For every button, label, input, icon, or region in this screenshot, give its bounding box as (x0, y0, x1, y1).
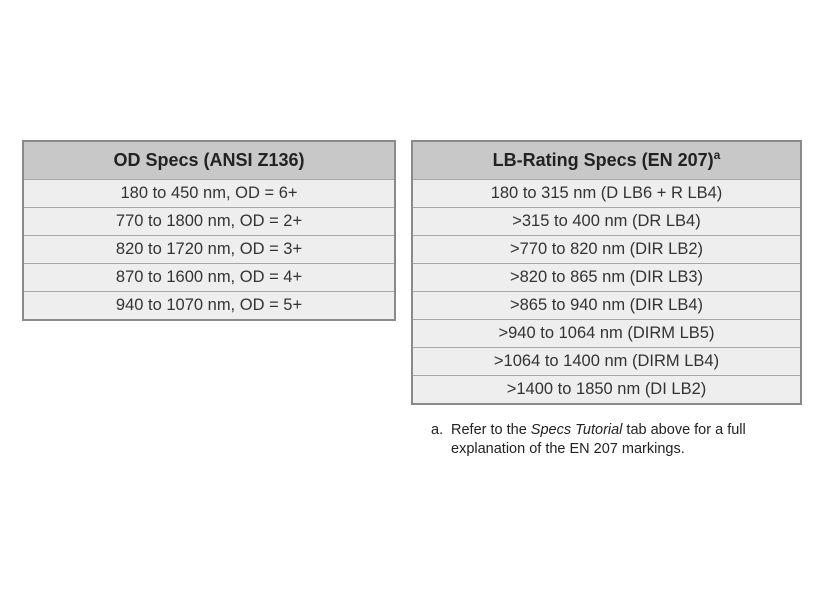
table-row: 820 to 1720 nm, OD = 3+ (22, 235, 396, 264)
footnote-letter: a. (431, 422, 444, 438)
od-spec-cell: 770 to 1800 nm, OD = 2+ (22, 207, 396, 236)
od-spec-cell: 820 to 1720 nm, OD = 3+ (22, 235, 396, 264)
table-row: >940 to 1064 nm (DIRM LB5) (411, 319, 802, 348)
footnote-text-after: tab above for a full (622, 422, 746, 438)
od-spec-cell: 940 to 1070 nm, OD = 5+ (22, 291, 396, 321)
lb-spec-cell: >940 to 1064 nm (DIRM LB5) (411, 319, 802, 348)
od-specs-table: OD Specs (ANSI Z136) 180 to 450 nm, OD =… (22, 140, 396, 321)
table-row: 180 to 450 nm, OD = 6+ (22, 179, 396, 208)
table-header-row: LB-Rating Specs (EN 207)a (411, 140, 802, 180)
table-row: >865 to 940 nm (DIR LB4) (411, 291, 802, 320)
od-specs-header: OD Specs (ANSI Z136) (22, 140, 396, 180)
table-footnote: a. Refer to the Specs Tutorial tab above … (431, 421, 816, 459)
table-row: >1400 to 1850 nm (DI LB2) (411, 375, 802, 405)
table-row: 770 to 1800 nm, OD = 2+ (22, 207, 396, 236)
table-row: >315 to 400 nm (DR LB4) (411, 207, 802, 236)
footnote-continuation: explanation of the EN 207 markings. (451, 441, 685, 457)
lb-spec-cell: >770 to 820 nm (DIR LB2) (411, 235, 802, 264)
lb-spec-cell: >820 to 865 nm (DIR LB3) (411, 263, 802, 292)
table-row: 940 to 1070 nm, OD = 5+ (22, 291, 396, 321)
lb-spec-cell: >865 to 940 nm (DIR LB4) (411, 291, 802, 320)
table-row: >1064 to 1400 nm (DIRM LB4) (411, 347, 802, 376)
od-spec-cell: 870 to 1600 nm, OD = 4+ (22, 263, 396, 292)
table-row: >770 to 820 nm (DIR LB2) (411, 235, 802, 264)
footnote-text-before: Refer to the (451, 422, 531, 438)
lb-rating-header-text: LB-Rating Specs (EN 207) (492, 150, 714, 170)
lb-spec-cell: >1064 to 1400 nm (DIRM LB4) (411, 347, 802, 376)
table-row: >820 to 865 nm (DIR LB3) (411, 263, 802, 292)
specs-tutorial-reference: Specs Tutorial (530, 422, 623, 438)
lb-spec-cell: 180 to 315 nm (D LB6 + R LB4) (411, 179, 802, 208)
table-row: 870 to 1600 nm, OD = 4+ (22, 263, 396, 292)
lb-spec-cell: >315 to 400 nm (DR LB4) (411, 207, 802, 236)
lb-spec-cell: >1400 to 1850 nm (DI LB2) (411, 375, 802, 405)
lb-rating-specs-table: LB-Rating Specs (EN 207)a 180 to 315 nm … (411, 140, 802, 405)
lb-rating-specs-header: LB-Rating Specs (EN 207)a (411, 140, 802, 180)
footnote-marker: a (713, 148, 721, 162)
table-row: 180 to 315 nm (D LB6 + R LB4) (411, 179, 802, 208)
table-header-row: OD Specs (ANSI Z136) (22, 140, 396, 180)
od-spec-cell: 180 to 450 nm, OD = 6+ (22, 179, 396, 208)
